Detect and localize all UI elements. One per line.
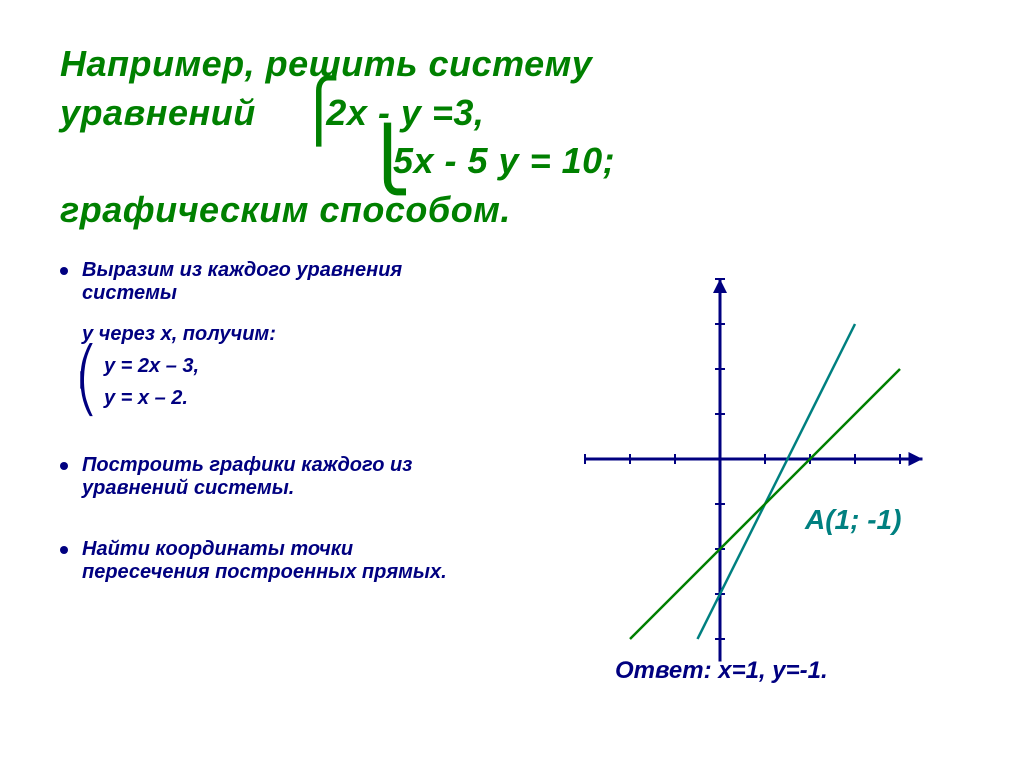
bullet-1-text: Выразим из каждого уравнения системы bbox=[82, 259, 480, 305]
bullet-2: Построить графики каждого из уравнений с… bbox=[60, 454, 480, 500]
chart-column: А(1; -1) Ответ: х=1, у=-1. bbox=[510, 259, 964, 694]
bullet-2-text: Построить графики каждого из уравнений с… bbox=[82, 454, 480, 500]
title-word-left: уравнений bbox=[60, 92, 256, 133]
small-eq-2: у = х – 2. bbox=[104, 382, 480, 414]
brace-bottom-icon: ⎩ bbox=[365, 119, 411, 200]
intersection-point-label: А(1; -1) bbox=[805, 504, 901, 536]
coordinate-chart bbox=[510, 259, 960, 689]
bullet-1: Выразим из каждого уравнения системы bbox=[60, 259, 480, 305]
bullet-3-text: Найти координаты точки пересечения постр… bbox=[82, 538, 480, 584]
slide-title: Например, решить систему уравнений ⎧ 2x … bbox=[60, 40, 964, 234]
title-line-4: графическим способом. bbox=[60, 186, 964, 235]
bullet-dot-icon bbox=[60, 462, 68, 470]
small-system: ⎛ у = 2х – 3, ⎝ у = х – 2. bbox=[82, 350, 480, 414]
bullet-3: Найти координаты точки пересечения постр… bbox=[60, 538, 480, 584]
answer-text: Ответ: х=1, у=-1. bbox=[615, 657, 828, 685]
bullet-dot-icon bbox=[60, 546, 68, 554]
title-line-3: ⎩ 5x - 5 y = 10; bbox=[60, 137, 964, 186]
brace-icon: ⎧ bbox=[296, 81, 342, 141]
title-line-2: уравнений ⎧ 2x - y =3, bbox=[60, 89, 964, 138]
title-line-1: Например, решить систему bbox=[60, 40, 964, 89]
steps-column: Выразим из каждого уравнения системы у ч… bbox=[60, 259, 480, 694]
equation-2: 5x - 5 y = 10; bbox=[393, 140, 615, 181]
small-brace-bottom-icon: ⎝ bbox=[77, 372, 96, 417]
bullet-1-subtext: у через х, получим: bbox=[82, 323, 480, 346]
small-eq-1: у = 2х – 3, bbox=[104, 350, 480, 382]
bullet-dot-icon bbox=[60, 267, 68, 275]
